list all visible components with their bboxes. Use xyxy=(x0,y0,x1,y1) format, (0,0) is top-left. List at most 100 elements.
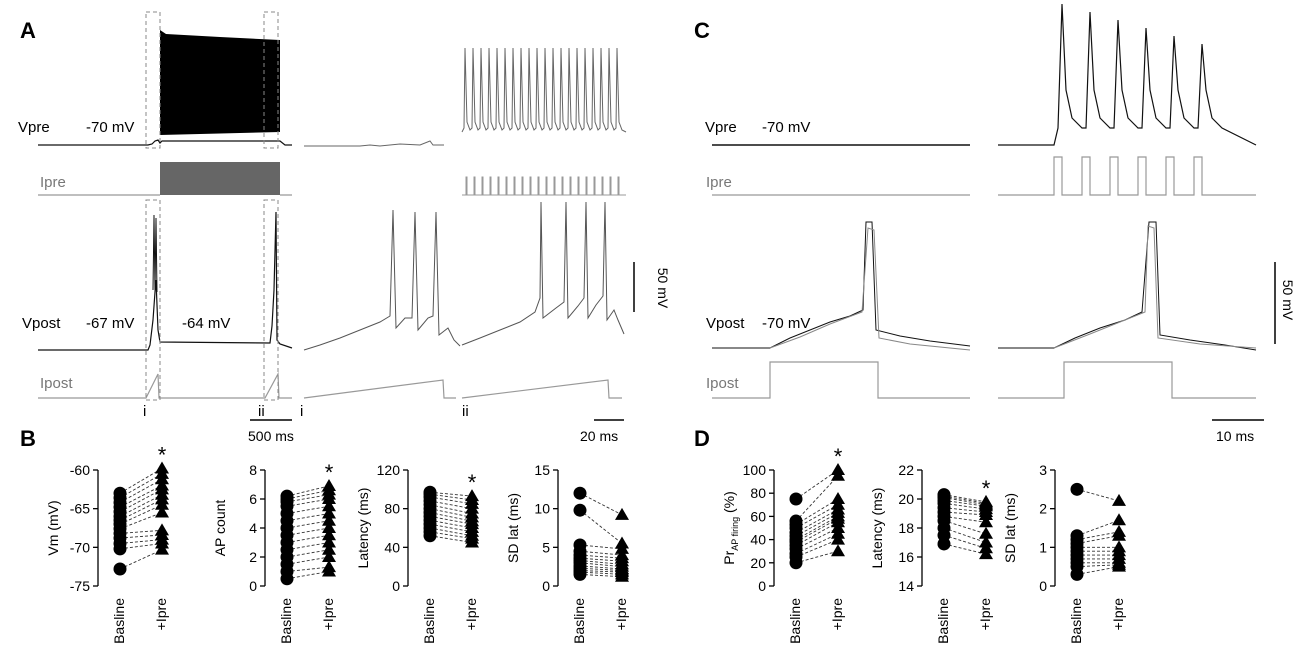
ipre-point xyxy=(979,494,993,507)
c-vpost-trace-left-gray xyxy=(769,227,971,351)
x-category-label: +Ipre xyxy=(320,598,336,631)
pair-connector xyxy=(795,512,839,537)
y-tick-label: 2 xyxy=(249,549,257,565)
pair-connector xyxy=(286,498,330,507)
y-tick-label: 0 xyxy=(392,578,400,594)
pair-connector xyxy=(795,518,839,543)
ipre-point xyxy=(831,492,845,504)
scale-label-50mv-a: 50 mV xyxy=(655,268,671,309)
pair-connector xyxy=(1076,564,1120,568)
ipre-point xyxy=(615,548,629,561)
vpost-trace xyxy=(38,211,293,351)
x-category-label: +Ipre xyxy=(613,598,629,631)
zoom-i-ipost-trace xyxy=(303,379,456,399)
significance-marker: * xyxy=(982,476,991,501)
x-category-label: Basline xyxy=(787,598,803,644)
pair-connector xyxy=(579,571,623,575)
x-category-label: Basline xyxy=(421,598,437,644)
c-ipost-trace-left xyxy=(712,361,970,399)
baseline-point xyxy=(423,485,437,499)
vpost-value-during: -64 mV xyxy=(182,315,230,332)
ipre-point xyxy=(322,535,336,548)
pair-connector xyxy=(119,488,163,513)
ipre-point xyxy=(322,560,336,573)
x-category-label: Basline xyxy=(571,598,587,644)
pair-connector xyxy=(429,493,473,501)
y-tick-label: 6 xyxy=(249,491,257,507)
baseline-point xyxy=(937,488,951,502)
vpre-label: Vpre xyxy=(18,119,50,136)
y-tick-label: 16 xyxy=(898,549,914,565)
significance-marker: * xyxy=(468,470,477,495)
c-ipost-label: Ipost xyxy=(706,375,739,392)
y-tick-label: 1 xyxy=(1039,539,1047,555)
pair-connector xyxy=(286,566,330,572)
pair-connector xyxy=(943,494,987,503)
y-axis-title: Vm (mV) xyxy=(45,500,61,555)
pair-connector xyxy=(119,485,163,508)
baseline-point xyxy=(789,492,803,506)
pair-connector xyxy=(579,557,623,562)
baseline-point xyxy=(1070,482,1084,496)
x-category-label: Basline xyxy=(1068,598,1084,644)
pair-connector xyxy=(943,507,987,513)
pair-connector xyxy=(429,531,473,540)
y-tick-label: 10 xyxy=(534,501,550,517)
pair-connector xyxy=(286,485,330,497)
vpost-spike-cluster-i xyxy=(152,214,158,293)
baseline-point xyxy=(789,514,803,528)
significance-marker: * xyxy=(158,442,167,467)
y-tick-label: 80 xyxy=(750,485,766,501)
pair-connector xyxy=(286,534,330,543)
y-tick-label: -75 xyxy=(70,578,90,594)
pair-connector xyxy=(795,539,839,558)
y-tick-label: 0 xyxy=(1039,578,1047,594)
panel-c-letter: C xyxy=(694,18,710,43)
pair-connector xyxy=(795,509,839,534)
ipre-point xyxy=(322,478,336,491)
ipre-point xyxy=(322,513,336,526)
pair-connector xyxy=(579,562,623,568)
pair-connector xyxy=(943,520,987,535)
c-vpost-label: Vpost xyxy=(706,315,745,332)
pair-connector xyxy=(795,550,839,564)
pair-connector xyxy=(795,516,839,540)
baseline-point xyxy=(1070,529,1084,543)
zoom-i-label: i xyxy=(300,403,303,420)
y-tick-label: 80 xyxy=(384,501,400,517)
pair-connector xyxy=(119,512,163,530)
pair-connector xyxy=(286,489,330,500)
pair-connector xyxy=(795,533,839,554)
zoom-ii-vpost-trace xyxy=(461,201,625,346)
scale-label-50mv-c: 50 mV xyxy=(1280,280,1296,321)
pair-connector xyxy=(119,539,163,544)
y-tick-label: 18 xyxy=(898,520,914,536)
ipre-point xyxy=(155,461,169,474)
pair-connector xyxy=(579,567,623,571)
vpost-label: Vpost xyxy=(22,315,61,332)
pair-connector xyxy=(1076,535,1120,544)
chart-b-vm: -60 -65 -70 -75 Vm (mV) Basline +Ipre * xyxy=(45,442,169,644)
pair-connector xyxy=(943,527,987,543)
pair-connector xyxy=(119,534,163,539)
c-vpost-trace-left xyxy=(712,221,971,349)
pair-connector xyxy=(429,519,473,529)
x-category-label: +Ipre xyxy=(153,598,169,631)
c-vpre-value: -70 mV xyxy=(762,119,810,136)
vpre-value: -70 mV xyxy=(86,119,134,136)
pair-connector xyxy=(429,500,473,510)
ipre-point xyxy=(1112,513,1126,526)
ipre-point xyxy=(1112,524,1126,537)
ipre-point xyxy=(155,478,169,491)
y-axis-title: Latency (ms) xyxy=(869,488,885,569)
pair-connector xyxy=(579,544,623,550)
y-tick-label: 2 xyxy=(1039,501,1047,517)
pair-connector xyxy=(119,498,163,521)
pair-connector xyxy=(1076,519,1120,537)
pair-connector xyxy=(429,527,473,537)
pair-connector xyxy=(943,534,987,549)
y-axis-title: AP count xyxy=(212,500,228,557)
pair-connector xyxy=(429,515,473,525)
pair-connector xyxy=(943,500,987,507)
